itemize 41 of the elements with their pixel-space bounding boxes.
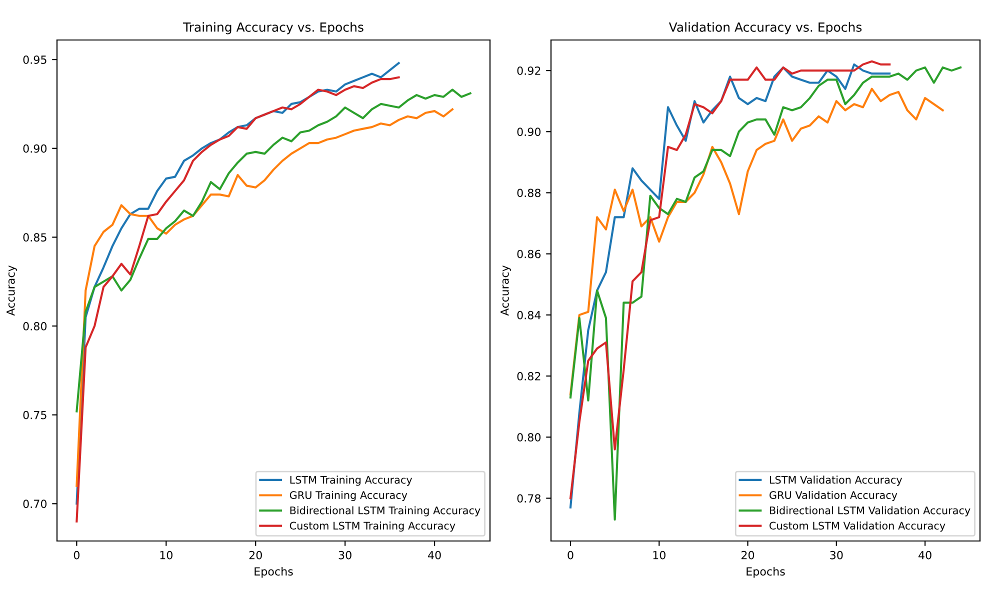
y-tick-label: 0.95 [23, 56, 46, 64]
y-tick-label: 0.82 [517, 372, 540, 380]
y-tick-label: 0.84 [517, 310, 541, 320]
x-tick-label: 30 [830, 550, 843, 560]
chart-title: Training Accuracy vs. Epochs [182, 22, 364, 34]
y-axis-title: Accuracy [6, 265, 17, 316]
x-tick-label: 20 [742, 550, 754, 560]
y-tick-label: 0.80 [23, 322, 47, 330]
y-tick-label: 0.80 [517, 433, 541, 442]
legend-label: GRU Validation Accuracy [770, 490, 898, 502]
y-tick-label: 0.78 [517, 494, 541, 503]
y-tick-label: 0.70 [23, 500, 47, 508]
y-tick-label: 0.90 [517, 128, 541, 136]
x-tick-label: 10 [653, 550, 666, 560]
line-series [569, 88, 944, 396]
x-tick-label: 20 [249, 550, 262, 560]
y-tick-label: 0.90 [23, 144, 47, 153]
y-axis-title: Accuracy [500, 265, 511, 316]
x-axis-title: Epochs [746, 567, 785, 578]
legend-label: LSTM Validation Accuracy [770, 476, 902, 486]
y-tick-label: 0.92 [517, 66, 540, 75]
line-series [76, 88, 472, 412]
legend-label: Custom LSTM Training Accuracy [290, 522, 456, 532]
x-tick-label: 30 [338, 550, 352, 560]
y-tick-label: 0.75 [23, 410, 46, 420]
legend-label: Bidirectional LSTM Training Accuracy [290, 506, 480, 516]
x-tick-label: 40 [918, 550, 932, 560]
legend-label: Custom LSTM Validation Accuracy [770, 522, 946, 532]
y-tick-label: 0.86 [517, 250, 541, 258]
legend-label: Bidirectional LSTM Validation Accuracy [770, 506, 970, 516]
x-tick-label: 10 [160, 550, 172, 560]
legend-label: LSTM Training Accuracy [290, 476, 412, 486]
y-tick-label: 0.88 [517, 188, 541, 198]
x-tick-label: 40 [428, 550, 441, 560]
legend-label: GRU Training Accuracy [290, 490, 408, 502]
x-axis-title: Epochs [254, 567, 293, 578]
x-tick-label: 0 [74, 550, 80, 560]
chart-title: Validation Accuracy vs. Epochs [668, 22, 862, 34]
line-series [76, 108, 454, 487]
y-tick-label: 0.85 [23, 233, 46, 242]
x-tick-label: 0 [568, 550, 574, 560]
